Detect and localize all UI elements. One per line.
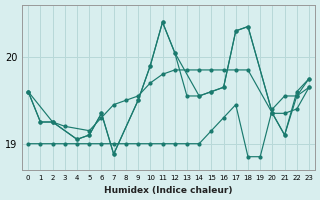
X-axis label: Humidex (Indice chaleur): Humidex (Indice chaleur) bbox=[104, 186, 233, 195]
